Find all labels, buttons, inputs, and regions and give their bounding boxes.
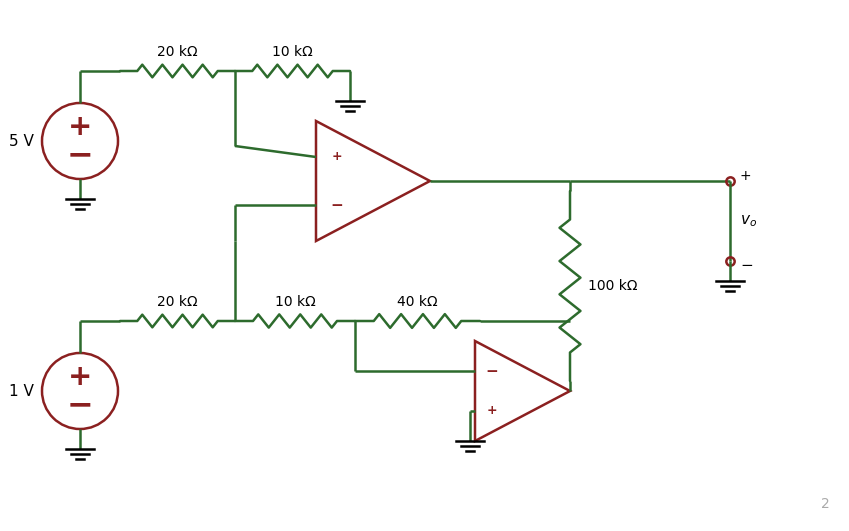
Text: 100 kΩ: 100 kΩ <box>588 279 638 293</box>
Text: 5 V: 5 V <box>9 133 34 149</box>
Text: +: + <box>68 363 93 391</box>
Text: 1 V: 1 V <box>9 383 34 398</box>
Text: +: + <box>486 405 498 417</box>
Text: 2: 2 <box>821 497 830 511</box>
Text: +: + <box>68 113 93 141</box>
Text: 10 kΩ: 10 kΩ <box>273 45 313 59</box>
Text: −: − <box>486 364 498 379</box>
Text: 40 kΩ: 40 kΩ <box>397 295 438 309</box>
Text: $v_o$: $v_o$ <box>740 213 757 229</box>
Text: 20 kΩ: 20 kΩ <box>157 295 198 309</box>
Text: −: − <box>66 140 93 171</box>
Text: +: + <box>331 150 342 164</box>
Text: −: − <box>740 259 753 273</box>
Text: −: − <box>66 390 93 421</box>
Text: −: − <box>330 198 343 212</box>
Text: +: + <box>740 169 751 183</box>
Text: 10 kΩ: 10 kΩ <box>274 295 315 309</box>
Text: 20 kΩ: 20 kΩ <box>157 45 198 59</box>
